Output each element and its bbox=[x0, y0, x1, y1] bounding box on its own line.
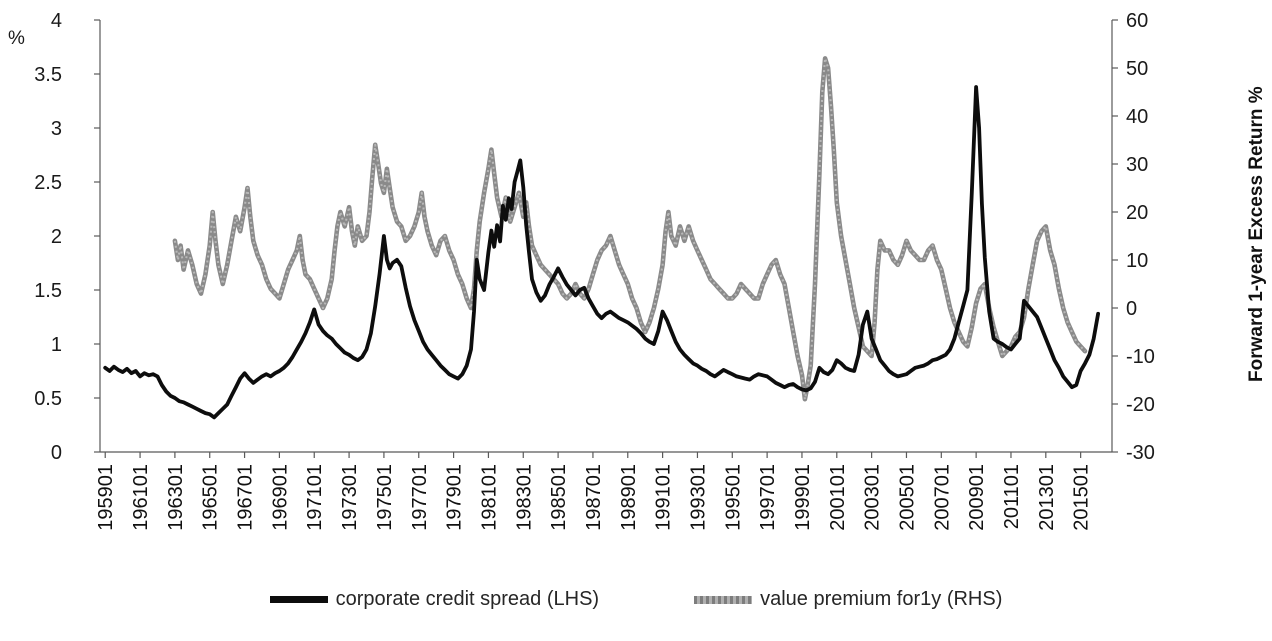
x-axis-tick-label: 199501 bbox=[722, 464, 744, 531]
x-axis-tick-label: 196501 bbox=[200, 464, 222, 531]
x-axis-tick-label: 199301 bbox=[687, 464, 709, 531]
right-axis-tick-label: 30 bbox=[1126, 154, 1148, 176]
left-axis-tick-label: 0.5 bbox=[34, 388, 62, 410]
right-axis-tick-label: -30 bbox=[1126, 442, 1155, 464]
x-axis-tick-label: 198701 bbox=[583, 464, 605, 531]
x-axis-tick-label: 197901 bbox=[444, 464, 466, 531]
right-axis-tick-label: 10 bbox=[1126, 250, 1148, 272]
left-axis-tick-label: 1.5 bbox=[34, 280, 62, 302]
legend-label-credit-spread: corporate credit spread (LHS) bbox=[335, 588, 600, 610]
left-axis-tick-label: 1 bbox=[51, 334, 62, 356]
x-axis-tick-label: 196101 bbox=[130, 464, 152, 531]
legend-item-value-premium: value premium for1y (RHS) bbox=[694, 588, 1002, 611]
x-axis-tick-label: 199701 bbox=[757, 464, 779, 531]
left-axis-tick-label: 2 bbox=[51, 226, 62, 248]
right-axis-tick-label: -10 bbox=[1126, 346, 1155, 368]
credit-spread-line-swatch bbox=[269, 596, 328, 603]
x-axis-tick-label: 200901 bbox=[966, 464, 988, 531]
x-axis-tick-label: 199901 bbox=[792, 464, 814, 531]
x-axis-tick-label: 200501 bbox=[896, 464, 918, 531]
x-axis-tick-label: 198901 bbox=[618, 464, 640, 531]
left-axis-unit-label: % bbox=[8, 28, 25, 49]
x-axis-tick-label: 197501 bbox=[374, 464, 396, 531]
right-axis-tick-label: 50 bbox=[1126, 58, 1148, 80]
x-axis-tick-label: 197701 bbox=[409, 464, 431, 531]
right-axis-tick-label: 20 bbox=[1126, 202, 1148, 224]
legend-item-corporate-credit-spread: corporate credit spread (LHS) bbox=[269, 588, 600, 611]
x-axis-tick-label: 196901 bbox=[269, 464, 291, 531]
right-axis-tick-label: 60 bbox=[1126, 10, 1148, 32]
x-axis-tick-label: 200301 bbox=[862, 464, 884, 531]
series-line-value-premium bbox=[172, 56, 1088, 402]
x-axis-tick-label: 200101 bbox=[827, 464, 849, 531]
x-axis-tick-label: 198101 bbox=[478, 464, 500, 531]
series-line-credit-spread bbox=[103, 85, 1100, 420]
x-axis-tick-label: 198301 bbox=[513, 464, 535, 531]
x-axis-tick-label: 200701 bbox=[931, 464, 953, 531]
value-premium-line-swatch bbox=[694, 595, 753, 604]
chart-legend: corporate credit spread (LHS) value prem… bbox=[0, 588, 1272, 611]
x-axis-tick-label: 199101 bbox=[653, 464, 675, 531]
x-axis-tick-label: 198501 bbox=[548, 464, 570, 531]
x-axis-tick-label: 197101 bbox=[304, 464, 326, 531]
x-axis-tick-label: 196301 bbox=[165, 464, 187, 531]
right-axis-tick-label: 40 bbox=[1126, 106, 1148, 128]
x-axis-tick-label: 201501 bbox=[1071, 464, 1093, 531]
left-axis-tick-label: 3 bbox=[51, 118, 62, 140]
left-axis-tick-label: 3.5 bbox=[34, 64, 62, 86]
left-axis-tick-label: 2.5 bbox=[34, 172, 62, 194]
left-axis-tick-label: 0 bbox=[51, 442, 62, 464]
series-line-texture-value-premium bbox=[173, 57, 1086, 401]
x-axis-tick-label: 195901 bbox=[95, 464, 117, 531]
right-axis-title: Forward 1-year Excess Return % bbox=[1246, 86, 1267, 382]
left-axis-tick-label: 4 bbox=[51, 10, 62, 32]
x-axis-tick-label: 201301 bbox=[1036, 464, 1058, 531]
x-axis-tick-label: 201101 bbox=[1001, 464, 1023, 529]
right-axis-tick-label: 0 bbox=[1126, 298, 1137, 320]
x-axis-tick-label: 197301 bbox=[339, 464, 361, 531]
x-axis-tick-label: 196701 bbox=[235, 464, 257, 531]
legend-label-value-premium: value premium for1y (RHS) bbox=[760, 588, 1003, 610]
right-axis-tick-label: -20 bbox=[1126, 394, 1155, 416]
